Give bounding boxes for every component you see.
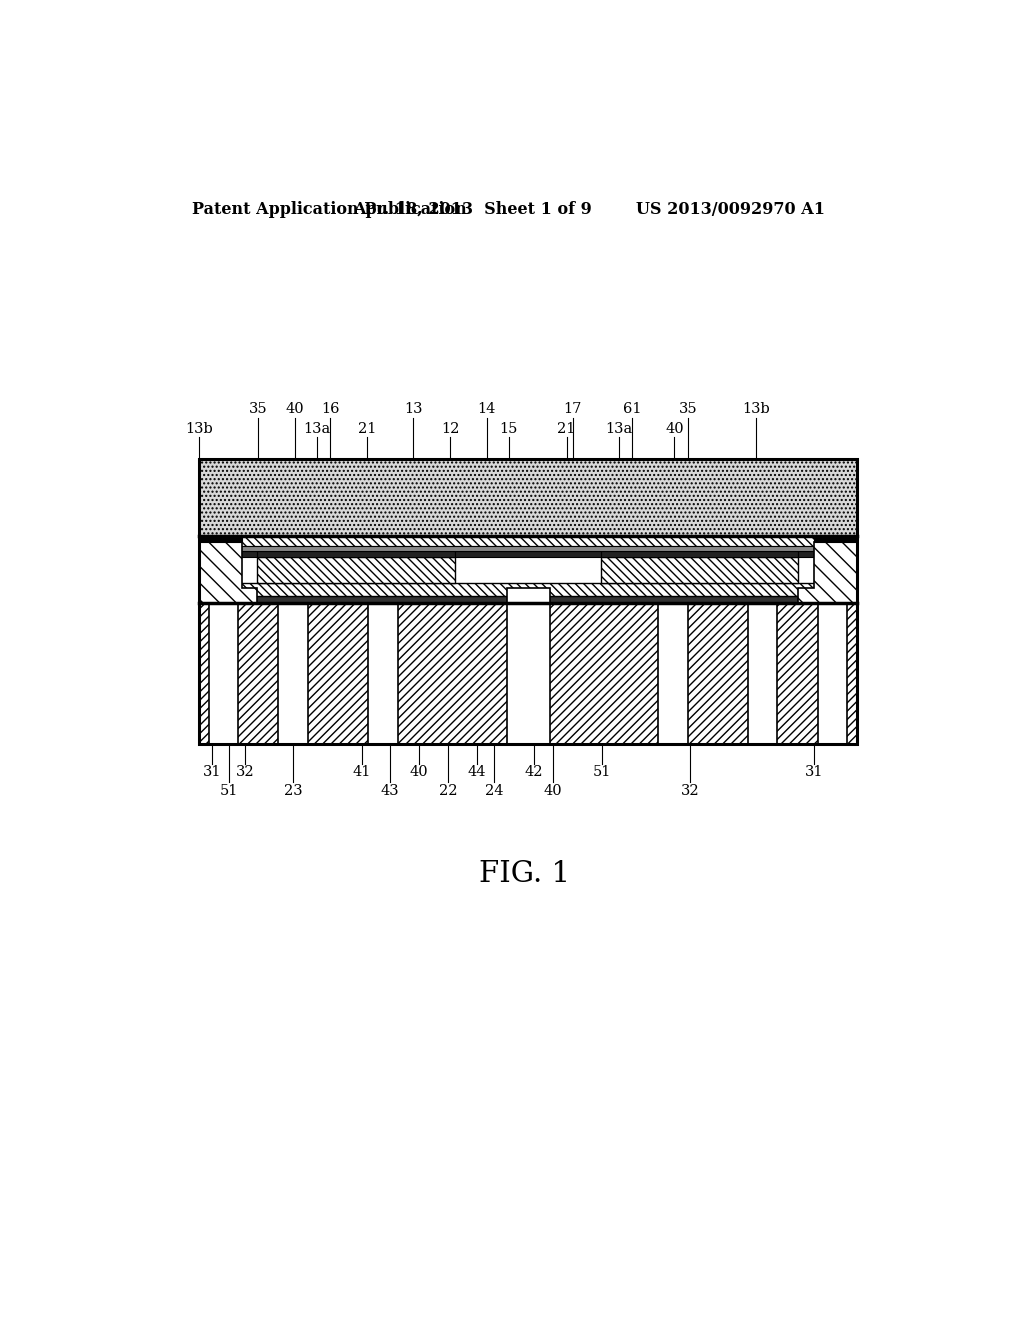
Text: 40: 40	[544, 784, 562, 797]
Text: 16: 16	[322, 403, 340, 416]
Text: 17: 17	[563, 403, 582, 416]
Polygon shape	[200, 543, 257, 603]
Text: 61: 61	[623, 403, 641, 416]
Bar	[200, 536, 856, 546]
Text: 13b: 13b	[185, 421, 213, 436]
Bar	[279, 603, 308, 743]
Text: 51: 51	[219, 784, 238, 797]
Text: 13: 13	[403, 403, 423, 416]
Text: 32: 32	[681, 784, 699, 797]
Bar	[200, 583, 856, 595]
Text: 32: 32	[236, 766, 254, 779]
Polygon shape	[799, 543, 856, 603]
Text: 42: 42	[525, 766, 544, 779]
Text: 43: 43	[381, 784, 399, 797]
Text: Apr. 18, 2013  Sheet 1 of 9: Apr. 18, 2013 Sheet 1 of 9	[352, 202, 592, 219]
Text: 31: 31	[203, 766, 221, 779]
Bar	[601, 552, 799, 557]
Text: 40: 40	[286, 403, 304, 416]
Text: US 2013/0092970 A1: US 2013/0092970 A1	[637, 202, 825, 219]
Bar	[200, 595, 856, 603]
Bar	[658, 603, 687, 743]
Bar	[818, 603, 847, 743]
Text: 51: 51	[593, 766, 611, 779]
Text: 24: 24	[484, 784, 503, 797]
Text: 14: 14	[477, 403, 496, 416]
Bar	[455, 552, 601, 557]
Bar	[257, 552, 455, 557]
Bar	[369, 603, 397, 743]
Text: FIG. 1: FIG. 1	[479, 861, 570, 888]
Bar	[200, 459, 856, 536]
Bar	[799, 552, 856, 557]
Bar	[507, 589, 550, 743]
Bar	[748, 603, 777, 743]
Text: 22: 22	[439, 784, 458, 797]
Text: 41: 41	[353, 766, 372, 779]
Text: 21: 21	[357, 421, 376, 436]
Text: 13a: 13a	[303, 421, 331, 436]
Bar	[814, 536, 856, 543]
Text: 31: 31	[805, 766, 823, 779]
Bar	[257, 557, 455, 583]
Text: 35: 35	[249, 403, 267, 416]
Bar	[200, 552, 257, 557]
Text: 35: 35	[679, 403, 697, 416]
Text: 12: 12	[441, 421, 460, 436]
Text: 13b: 13b	[741, 403, 770, 416]
Bar	[200, 603, 856, 743]
Text: 21: 21	[557, 421, 575, 436]
Text: 15: 15	[500, 421, 518, 436]
Text: 40: 40	[410, 766, 428, 779]
Text: 44: 44	[468, 766, 486, 779]
Bar	[200, 546, 856, 552]
Text: 23: 23	[284, 784, 302, 797]
Bar	[601, 557, 799, 583]
Text: Patent Application Publication: Patent Application Publication	[191, 202, 466, 219]
Text: 40: 40	[665, 421, 684, 436]
Bar	[209, 603, 238, 743]
Text: 13a: 13a	[606, 421, 633, 436]
Bar	[200, 459, 856, 743]
Bar	[200, 536, 242, 543]
Bar	[200, 536, 856, 603]
